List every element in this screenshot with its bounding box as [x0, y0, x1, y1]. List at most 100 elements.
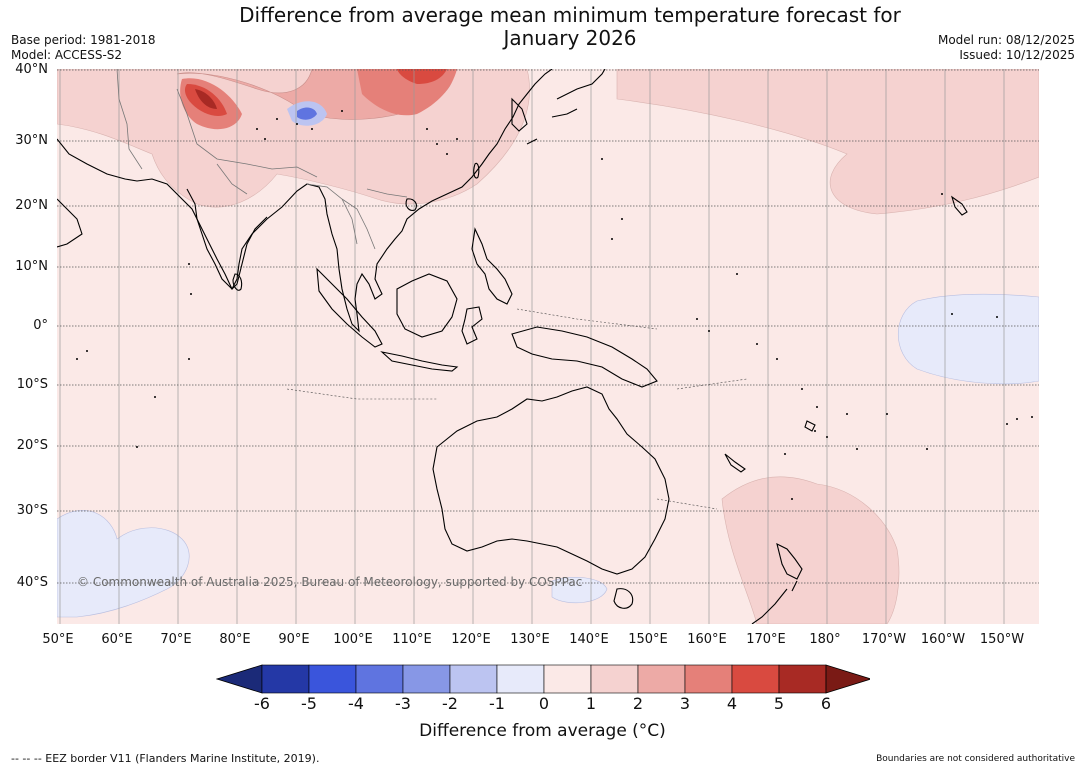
colorbar-tick-label: -2 — [442, 694, 458, 713]
lat-label-10s: 10°S — [16, 377, 48, 392]
lon-label-120e: 120°E — [451, 632, 491, 647]
meta-left: Base period: 1981-2018 Model: ACCESS-S2 — [11, 33, 156, 63]
philippines-coastline — [471, 227, 513, 305]
colorbar-tick-label: 2 — [632, 694, 644, 713]
colorbar-bin--2-to--1 — [449, 664, 498, 694]
colorbar-bin-4-to-5 — [731, 664, 780, 694]
lon-label-140e: 140°E — [569, 632, 609, 647]
hawaii-coastline — [951, 195, 968, 216]
anomaly-4-5-north-china — [397, 69, 447, 84]
small-islands — [76, 110, 1033, 500]
korea-coastline — [511, 97, 528, 132]
lon-label-60e: 60°E — [101, 632, 133, 647]
lat-label-30s: 30°S — [16, 503, 48, 518]
arabia-coastline — [57, 198, 83, 248]
anomaly-neg-bass-strait — [551, 576, 608, 604]
eez-legend-note: -- -- -- EEZ border V11 (Flanders Marine… — [11, 752, 320, 765]
anomaly-1-2-north-pacific — [616, 69, 1039, 215]
colorbar-tick-label: 4 — [726, 694, 738, 713]
coastlines — [57, 69, 968, 624]
colorbar-tick-label: -6 — [254, 694, 270, 713]
anomaly-fields — [57, 69, 1039, 624]
colorbar-bin--5-to--4 — [308, 664, 357, 694]
colorbar-bin--1-to-0 — [496, 664, 545, 694]
colorbar-under-arrow — [216, 664, 263, 694]
taiwan-coastline — [473, 162, 480, 179]
new-zealand-south-coastline — [751, 580, 798, 624]
meta-right: Model run: 08/12/2025 Issued: 10/12/2025 — [938, 33, 1075, 63]
sulawesi-coastline — [461, 306, 483, 345]
lon-label-170e: 170°E — [746, 632, 786, 647]
lon-label-80e: 80°E — [219, 632, 251, 647]
map-canvas — [57, 69, 1039, 624]
colorbar-bin-2-to-3 — [637, 664, 686, 694]
colorbar-bin--4-to--3 — [355, 664, 404, 694]
copyright-notice: © Commonwealth of Australia 2025, Bureau… — [77, 575, 583, 589]
lon-label-90e: 90°E — [278, 632, 310, 647]
lat-label-20s: 20°S — [16, 438, 48, 453]
australia-coastline — [432, 386, 670, 575]
india-coastline — [186, 188, 268, 290]
java-coastline — [380, 351, 459, 372]
boundaries-disclaimer: Boundaries are not considered authoritat… — [876, 754, 1075, 764]
lon-label-150w: 150°W — [979, 632, 1025, 647]
fiji-coastline — [804, 420, 816, 432]
colorbar-tick-label: -4 — [348, 694, 364, 713]
new-caledonia-coastline — [724, 453, 746, 473]
colorbar-tick-label: -5 — [301, 694, 317, 713]
colorbar-bin--6-to--5 — [261, 664, 310, 694]
colorbar-tick-label: 3 — [679, 694, 691, 713]
lon-label-130e: 130°E — [510, 632, 550, 647]
colorbar-bin-5-to-6 — [778, 664, 827, 694]
lon-label-170w: 170°W — [861, 632, 907, 647]
lat-label-40s: 40°S — [16, 575, 48, 590]
lat-label-30n: 30°N — [15, 133, 48, 148]
lat-label-10n: 10°N — [15, 259, 48, 274]
lon-label-100e: 100°E — [333, 632, 373, 647]
lon-label-50e: 50°E — [42, 632, 74, 647]
new-zealand-north-coastline — [776, 542, 803, 580]
country-borders — [116, 69, 408, 250]
lat-label-0: 0° — [33, 318, 48, 333]
lon-label-110e: 110°E — [392, 632, 432, 647]
tasmania-coastline — [613, 588, 634, 609]
map-area: © Commonwealth of Australia 2025, Bureau… — [57, 69, 1039, 624]
lon-label-160w: 160°W — [920, 632, 966, 647]
issued-date: Issued: 10/12/2025 — [959, 48, 1075, 62]
colorbar-tick-label: -1 — [489, 694, 505, 713]
lat-label-20n: 20°N — [15, 198, 48, 213]
colorbar-tick-label: 1 — [585, 694, 597, 713]
lon-label-180: 180° — [809, 632, 841, 647]
colorbar-bin-1-to-2 — [590, 664, 639, 694]
lon-label-150e: 150°E — [628, 632, 668, 647]
chart-title: Difference from average mean minimum tem… — [239, 3, 901, 50]
anomaly-2-3-southwest-pacific — [721, 476, 900, 624]
sri-lanka-coastline — [232, 273, 243, 291]
anomaly-neg-equatorial-pacific — [897, 293, 1039, 385]
anomaly-5-6-tibet-core — [195, 89, 217, 109]
graticule — [59, 69, 1005, 624]
colorbar-bin--3-to--2 — [402, 664, 451, 694]
base-period: Base period: 1981-2018 — [11, 33, 156, 47]
colorbar-title: Difference from average (°C) — [419, 721, 666, 741]
model-name: Model: ACCESS-S2 — [11, 48, 123, 62]
borneo-coastline — [396, 273, 458, 338]
colorbar-tick-label: 5 — [773, 694, 785, 713]
lon-label-160e: 160°E — [687, 632, 727, 647]
model-run: Model run: 08/12/2025 — [937, 33, 1075, 47]
japan-coastline — [526, 69, 606, 145]
new-guinea-coastline — [511, 326, 658, 388]
lat-label-40n: 40°N — [15, 62, 48, 77]
colorbar-bin-0-to-1 — [543, 664, 592, 694]
sumatra-coastline — [316, 267, 383, 348]
colorbar-bin-3-to-4 — [684, 664, 733, 694]
hainan-coastline — [405, 198, 417, 211]
colorbar-over-arrow — [825, 664, 870, 694]
colorbar — [216, 664, 870, 694]
anomaly-neg-south-indian — [57, 510, 190, 618]
colorbar-tick-label: -3 — [395, 694, 411, 713]
lon-label-70e: 70°E — [160, 632, 192, 647]
colorbar-tick-label: 6 — [820, 694, 832, 713]
anomaly-neg-cold-core — [297, 107, 317, 120]
colorbar-tick-label: 0 — [538, 694, 550, 713]
